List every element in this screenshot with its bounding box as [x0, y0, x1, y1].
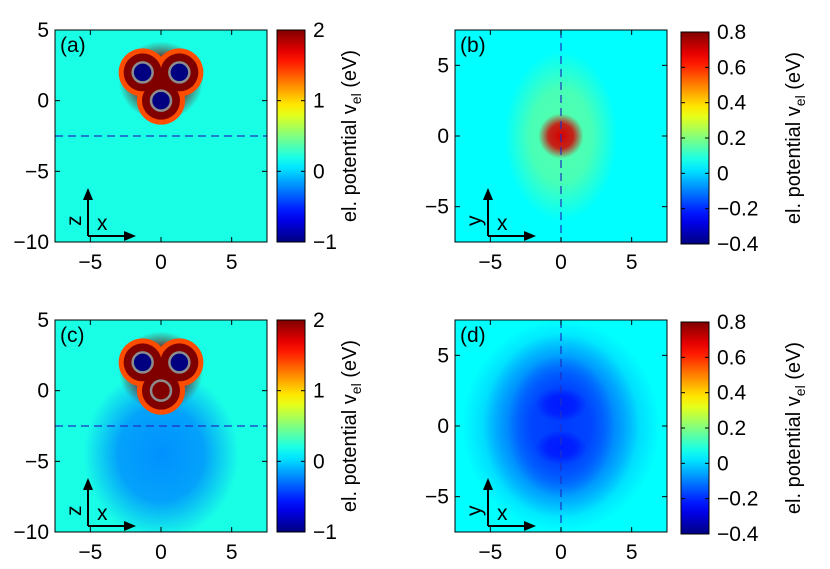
colorbar-a-tick-label: 1: [313, 90, 325, 113]
panel-b-xlabel: x: [497, 212, 508, 235]
panel-c-axes-inset: xz: [63, 478, 136, 531]
panel-d-xtick-label: 5: [626, 541, 638, 564]
panel-c-xtick-label: −5: [78, 541, 102, 564]
panel-b-xtick-label: −5: [478, 251, 502, 274]
panel-b-ytick-label: 0: [437, 125, 449, 148]
panel-a-atom-2: [168, 61, 191, 84]
panel-a-xtick-label: −5: [78, 251, 102, 274]
panel-b: −5 0 5 5 0 −5 (b) xy 0.8 0.6 0.4 0.2 0 −0.2 −0.4 el. po…: [425, 21, 808, 274]
panel-c-field: [83, 331, 239, 532]
colorbar-a-tick-label: 0: [313, 160, 325, 183]
colorbar-b-tick-label: 0: [717, 162, 729, 185]
panel-a-ylabel: z: [63, 216, 86, 227]
panel-b-xtick-label: 5: [626, 251, 638, 274]
panel-b-ytick-label: 5: [437, 54, 449, 77]
panel-a-atom-3: [149, 89, 173, 112]
colorbar-a: [276, 29, 306, 243]
colorbar-c-tick-label: 2: [313, 309, 325, 332]
colorbar-d-tick-label: 0.6: [717, 346, 746, 369]
panel-b-ylabel: y: [463, 215, 486, 226]
colorbar-d-tick-label: 0: [717, 452, 729, 475]
panel-a-atom-1: [131, 61, 154, 84]
colorbar-c-label: el. potential vel (eV): [339, 340, 364, 512]
colorbar-d-tick-label: −0.4: [717, 523, 759, 546]
panel-c-ylabel: z: [63, 506, 86, 517]
colorbar-b-tick-label: 0.2: [717, 127, 746, 150]
panel-d-xlabel: x: [497, 502, 508, 525]
panel-d-ylabel: y: [463, 505, 486, 516]
colorbar-a-tick-label: 2: [313, 19, 325, 42]
panel-a-ytick-label: 0: [37, 90, 49, 113]
colorbar-c-tick-label: −1: [313, 521, 337, 544]
colorbar-a-label: el. potential vel (eV): [339, 50, 364, 222]
panel-c-ytick-label: −5: [25, 450, 49, 473]
panel-b-xtick-label: 0: [555, 251, 567, 274]
colorbar-c-tick-label: 1: [313, 380, 325, 403]
panel-d-ytick-label: 0: [437, 415, 449, 438]
panel-a: −5 0 5 5 0 −5 −10 (a) xz 2 1 0 −1el. potential vel (…: [13, 19, 364, 274]
panel-a-xtick-label: 5: [226, 251, 238, 274]
panel-c-xtick-label: 5: [226, 541, 238, 564]
panel-d-ytick-label: −5: [425, 486, 449, 509]
colorbar-d-tick-label: 0.8: [717, 311, 746, 334]
colorbar-d-label: el. potential vel (eV): [783, 342, 808, 514]
panel-c-atom-1: [131, 351, 154, 374]
panel-d-label: (d): [460, 324, 486, 347]
panel-c-xtick-label: 0: [155, 541, 167, 564]
colorbar-b-tick-label: 0.4: [717, 92, 747, 115]
panel-d: −5 0 5 5 0 −5 (d) xy 0.8 0.6 0.4 0.2 0 −0.2 −0.4 el. po…: [425, 311, 808, 564]
colorbar-a-tick-label: −1: [313, 231, 337, 254]
colorbar-c: [276, 319, 306, 533]
panel-d-blob: [535, 430, 587, 465]
panel-b-axes-inset: xy: [463, 188, 536, 241]
panel-a-ytick-label: −10: [13, 231, 49, 254]
colorbar-b-tick-label: −0.2: [717, 198, 758, 221]
colorbar-b-tick-label: 0.6: [717, 56, 746, 79]
colorbar-b: [680, 31, 710, 245]
panel-c-atom-3: [149, 379, 173, 402]
panel-c-ytick-label: −10: [13, 521, 49, 544]
colorbar-d: [680, 321, 710, 535]
panel-c-xlabel: x: [97, 502, 108, 525]
panel-a-axes-inset: xz: [63, 188, 136, 241]
colorbar-d-tick-label: 0.4: [717, 382, 747, 405]
panel-c-ytick-label: 0: [37, 380, 49, 403]
panel-c-blob: [83, 369, 239, 532]
panel-a-ytick-label: 5: [37, 19, 49, 42]
panel-a-ytick-label: −5: [25, 160, 49, 183]
panel-d-axes-inset: xy: [463, 478, 536, 531]
panel-a-xlabel: x: [97, 212, 108, 235]
colorbar-b-tick-label: −0.4: [717, 233, 759, 256]
panel-a-field: [118, 41, 204, 125]
colorbar-c-tick-label: 0: [313, 450, 325, 473]
colorbar-d-tick-label: −0.2: [717, 488, 758, 511]
colorbar-b-label: el. potential vel (eV): [783, 52, 808, 224]
colorbar-b-tick-label: 0.8: [717, 21, 746, 44]
panel-d-xtick-label: −5: [478, 541, 502, 564]
panel-d-ytick-label: 5: [437, 344, 449, 367]
panel-c-atom-2: [168, 351, 191, 374]
panel-b-label: (b): [460, 34, 486, 57]
panel-a-cluster: [118, 48, 204, 125]
panel-c-label: (c): [60, 324, 85, 347]
panel-d-xtick-label: 0: [555, 541, 567, 564]
panel-c-ytick-label: 5: [37, 309, 49, 332]
panel-a-xtick-label: 0: [155, 251, 167, 274]
panel-c: −5 0 5 5 0 −5 −10 (c) xz 2 1 0 −1el. potential vel (…: [13, 309, 364, 564]
panel-b-ytick-label: −5: [425, 196, 449, 219]
colorbar-d-tick-label: 0.2: [717, 417, 746, 440]
panel-a-label: (a): [60, 34, 86, 57]
